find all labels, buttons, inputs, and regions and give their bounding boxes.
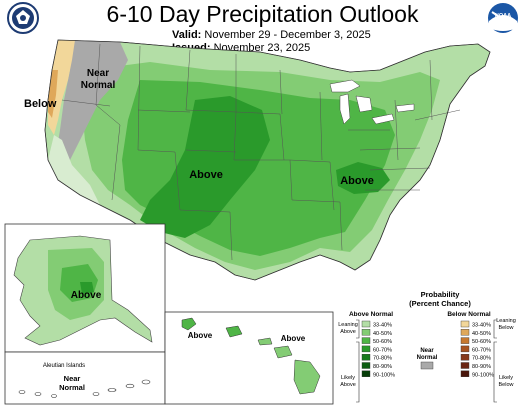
label-above-hawaii-2: Above	[281, 334, 306, 343]
legend-leaning-below-2: Below	[499, 325, 514, 331]
legend-likely-above-2: Above	[340, 382, 356, 388]
legend-label-above: 60-70%	[373, 347, 392, 353]
legend-swatch-above	[361, 329, 371, 336]
legend-near-2: Normal	[417, 355, 438, 361]
legend-likely-below-1: Likely	[499, 375, 513, 381]
legend-label-above: 40-50%	[373, 331, 392, 337]
legend-near-1: Near	[420, 348, 434, 354]
legend-swatch-above	[361, 337, 371, 344]
legend-label-below: 60-70%	[472, 347, 491, 353]
legend-swatch-below	[460, 362, 470, 369]
legend-label-below: 80-90%	[472, 364, 491, 370]
seal-icon	[7, 2, 39, 34]
legend-label-below: 50-60%	[472, 339, 491, 345]
legend-swatch-above	[361, 354, 371, 361]
label-below: Below	[24, 98, 57, 110]
legend-label-above: 50-60%	[373, 339, 392, 345]
legend-title-2: (Percent Chance)	[409, 299, 471, 308]
legend-swatch-below	[460, 337, 470, 344]
legend-swatch-above	[361, 370, 371, 377]
legend-swatch-near-normal	[420, 361, 434, 370]
legend-above-header: Above Normal	[349, 311, 393, 318]
legend-likely-below-2: Below	[499, 382, 514, 388]
legend-swatch-above	[361, 362, 371, 369]
legend-label-below: 70-80%	[472, 356, 491, 362]
valid-value: November 29 - December 3, 2025	[204, 29, 371, 41]
legend-swatch-above	[361, 320, 371, 328]
alaska-inset: Above	[4, 223, 166, 353]
legend-label-above: 80-90%	[373, 364, 392, 370]
legend-label-above: 90-100%	[373, 372, 395, 378]
label-above-east: Above	[340, 175, 374, 187]
label-above-alaska: Above	[71, 290, 102, 301]
page-title: 6-10 Day Precipitation Outlook	[106, 1, 419, 27]
legend-swatch-below	[460, 370, 470, 377]
legend-likely-above-1: Likely	[341, 375, 355, 381]
legend-title-1: Probability	[421, 290, 461, 299]
noaa-logo-icon: NOAA	[488, 3, 518, 33]
aleutian-title: Aleutian Islands	[43, 363, 85, 369]
aleutian-normal-label: Normal	[59, 383, 85, 392]
label-above-hawaii-1: Above	[188, 331, 213, 340]
legend-swatch-below	[460, 329, 470, 336]
conus-map	[44, 39, 491, 281]
legend-label-below: 90-100%	[472, 372, 494, 378]
legend-leaning-above-2: Above	[340, 329, 356, 335]
legend: Probability (Percent Chance) Above Norma…	[338, 290, 516, 403]
legend-leaning-above-1: Leaning	[338, 322, 358, 328]
valid-label: Valid:	[172, 29, 202, 41]
legend-swatch-below	[460, 354, 470, 361]
aleutian-inset: Aleutian Islands Near Normal	[4, 351, 166, 405]
aleutian-near-label: Near	[64, 374, 81, 383]
legend-swatches: 33-40% 40-50% 50-60% 60-70% 70-80% 80-90% 90-1…	[361, 320, 494, 378]
legend-leaning-below-1: Leaning	[496, 318, 516, 324]
legend-label-below: 40-50%	[472, 331, 491, 337]
label-near-normal-1: Near	[87, 68, 109, 79]
label-near-normal-2: Normal	[81, 80, 116, 91]
noaa-logo-text: NOAA	[495, 13, 511, 19]
legend-label-below: 33-40%	[472, 323, 491, 329]
valid-date-line: Valid: November 29 - December 3, 2025	[172, 29, 371, 42]
legend-label-above: 70-80%	[373, 356, 392, 362]
legend-swatch-below	[460, 320, 470, 328]
hawaii-inset: Above Above	[164, 311, 334, 405]
legend-label-above: 33-40%	[373, 323, 392, 329]
legend-swatch-below	[460, 345, 470, 353]
legend-swatch-above	[361, 345, 371, 353]
legend-below-header: Below Normal	[447, 311, 491, 318]
label-above-main: Above	[189, 169, 223, 181]
